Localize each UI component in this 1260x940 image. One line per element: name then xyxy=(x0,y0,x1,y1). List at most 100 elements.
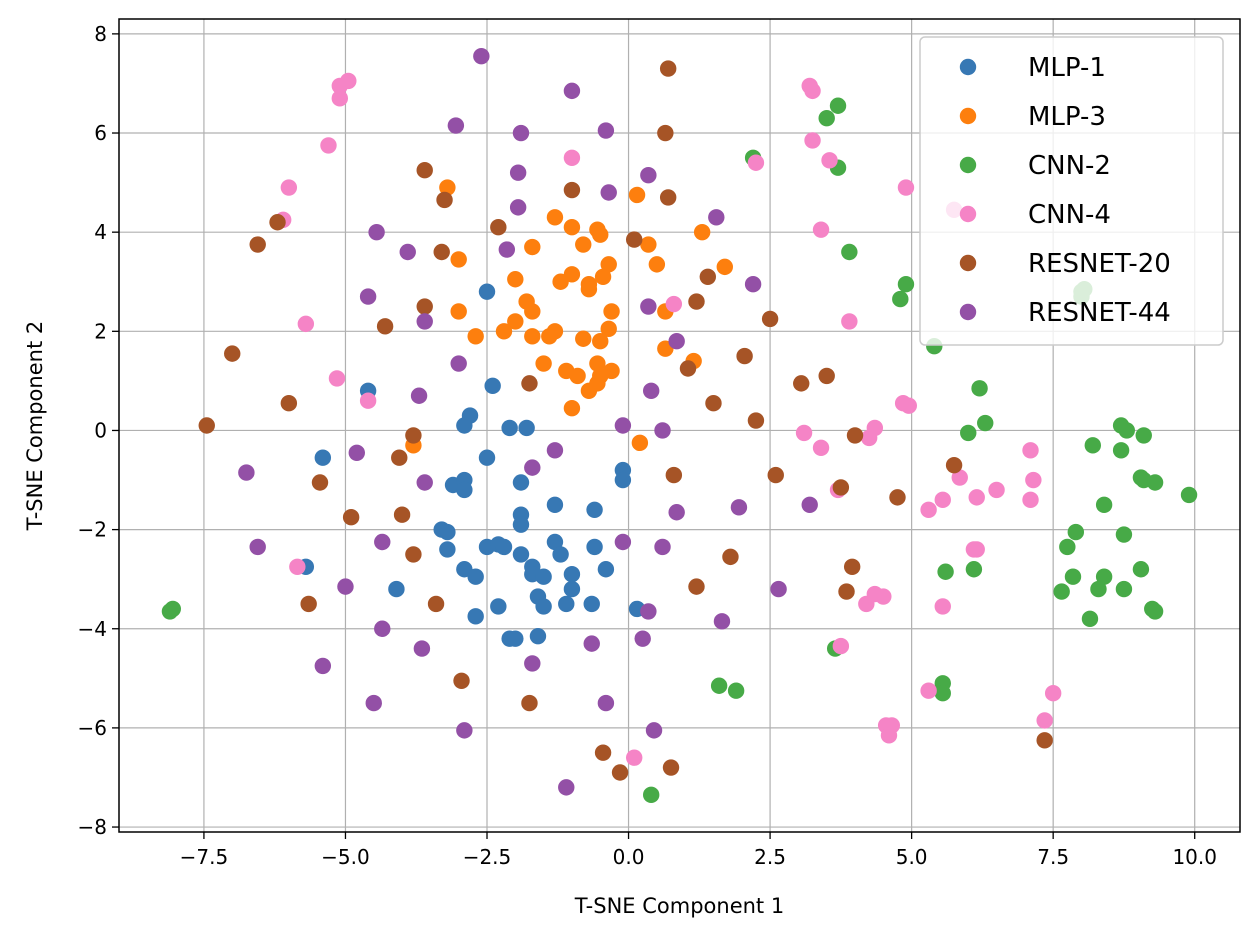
data-point xyxy=(659,60,677,77)
data-point xyxy=(198,417,215,434)
data-point xyxy=(875,588,892,605)
data-point xyxy=(818,367,835,385)
data-point xyxy=(331,90,349,107)
data-point xyxy=(289,558,306,575)
data-point xyxy=(860,429,878,447)
data-point xyxy=(821,152,838,169)
data-point xyxy=(575,330,592,347)
data-point xyxy=(467,328,484,345)
data-point xyxy=(1022,442,1039,459)
data-point xyxy=(841,313,858,330)
data-point xyxy=(524,303,541,320)
data-point xyxy=(631,434,649,452)
data-point xyxy=(960,424,977,442)
data-point xyxy=(558,779,575,796)
data-point xyxy=(838,583,855,600)
data-point xyxy=(829,97,847,114)
data-point xyxy=(1095,496,1113,514)
data-point xyxy=(580,280,598,298)
data-point xyxy=(563,149,581,167)
data-point xyxy=(654,538,671,556)
data-point xyxy=(552,273,569,290)
data-point xyxy=(490,219,507,236)
data-point xyxy=(640,166,657,184)
data-point xyxy=(634,630,651,647)
data-point xyxy=(1115,580,1133,598)
legend-label: CNN-2 xyxy=(1028,151,1111,181)
data-point xyxy=(546,209,564,226)
data-point xyxy=(563,566,581,583)
data-point xyxy=(603,362,620,380)
data-point xyxy=(512,124,530,142)
data-point xyxy=(594,744,612,761)
data-point xyxy=(521,375,538,392)
data-point xyxy=(467,608,484,625)
series-resnet-44 xyxy=(238,47,818,796)
data-point xyxy=(524,238,541,256)
data-point xyxy=(541,328,558,345)
data-point xyxy=(744,276,762,293)
y-tick-label: −4 xyxy=(78,617,107,641)
data-point xyxy=(770,580,787,598)
data-point xyxy=(512,516,530,533)
data-point xyxy=(1036,712,1053,729)
data-point xyxy=(450,251,467,268)
data-point xyxy=(795,424,813,442)
data-point xyxy=(812,439,830,457)
data-point xyxy=(512,474,530,491)
data-point xyxy=(563,181,581,199)
data-point xyxy=(761,310,779,328)
data-point xyxy=(583,595,600,613)
data-point xyxy=(589,375,606,392)
data-point xyxy=(600,320,617,338)
data-point xyxy=(374,620,391,637)
data-point xyxy=(439,541,456,558)
data-point xyxy=(665,295,683,313)
data-point xyxy=(569,367,586,385)
data-point xyxy=(498,241,516,258)
data-point xyxy=(597,561,615,578)
data-point xyxy=(1084,437,1101,454)
data-point xyxy=(1044,684,1062,702)
data-point xyxy=(563,219,581,236)
series-mlp-3 xyxy=(405,179,733,454)
data-point xyxy=(524,459,541,476)
data-point xyxy=(603,303,620,320)
data-point xyxy=(391,449,408,466)
data-point xyxy=(552,546,569,563)
data-point xyxy=(521,694,538,712)
data-point xyxy=(328,370,346,387)
data-point xyxy=(337,578,354,595)
data-point xyxy=(659,189,677,206)
data-point xyxy=(164,600,181,618)
legend-marker xyxy=(959,303,977,321)
legend-label: RESNET-20 xyxy=(1028,249,1171,279)
data-point xyxy=(693,223,711,241)
data-point xyxy=(388,580,405,598)
legend-box xyxy=(919,36,1224,346)
data-point xyxy=(314,657,332,675)
data-point xyxy=(657,124,674,142)
data-point xyxy=(297,315,315,333)
data-point xyxy=(546,442,564,459)
data-point xyxy=(640,603,657,620)
data-point xyxy=(1135,427,1152,444)
data-point xyxy=(280,394,298,412)
data-point xyxy=(535,598,552,615)
y-tick-label: 4 xyxy=(94,220,107,244)
data-point xyxy=(490,598,507,615)
data-point xyxy=(843,558,861,575)
data-point xyxy=(665,466,683,484)
data-point xyxy=(1022,491,1039,509)
data-point xyxy=(640,298,657,315)
data-point xyxy=(427,595,445,613)
data-point xyxy=(416,298,433,315)
data-point xyxy=(512,546,530,563)
data-point xyxy=(1115,526,1133,543)
x-tick-label: 10.0 xyxy=(1172,845,1217,869)
data-point xyxy=(597,122,615,139)
legend-label: RESNET-44 xyxy=(1028,298,1171,328)
series-cnn-4 xyxy=(274,72,1062,766)
data-point xyxy=(892,290,909,308)
data-point xyxy=(1025,471,1042,489)
